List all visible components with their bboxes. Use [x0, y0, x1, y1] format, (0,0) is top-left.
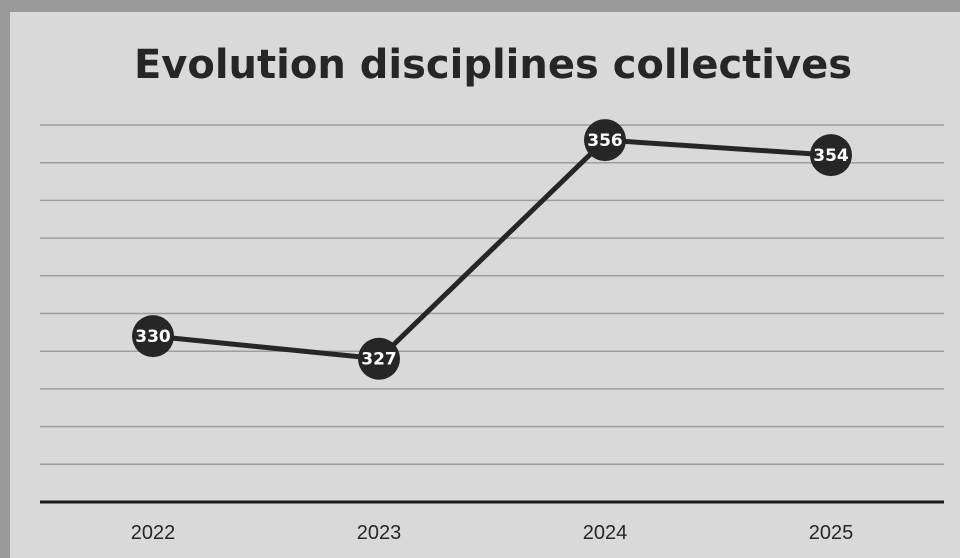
data-label: 330 — [135, 327, 171, 347]
gridlines — [40, 124, 944, 466]
x-tick-label: 2022 — [131, 522, 176, 544]
data-point-marker — [358, 337, 400, 380]
x-tick-label: 2023 — [357, 522, 402, 544]
series-line — [152, 137, 832, 362]
chart-title: Evolution disciplines collectives — [134, 42, 852, 88]
chart-frame: Evolution disciplines collectives 330 327… — [10, 12, 960, 558]
x-tick-labels: 2022 2023 2024 2025 — [131, 522, 854, 544]
data-point-marker — [132, 315, 174, 358]
data-label: 356 — [587, 131, 623, 151]
data-point-marker — [810, 134, 852, 177]
x-tick-label: 2025 — [809, 522, 854, 544]
data-label: 327 — [361, 350, 397, 370]
line-chart: Evolution disciplines collectives 330 327… — [40, 42, 944, 544]
data-point-marker — [584, 119, 626, 162]
x-tick-label: 2024 — [583, 522, 628, 544]
data-label: 354 — [813, 146, 849, 166]
series-group: 330 327 356 354 — [132, 119, 852, 380]
